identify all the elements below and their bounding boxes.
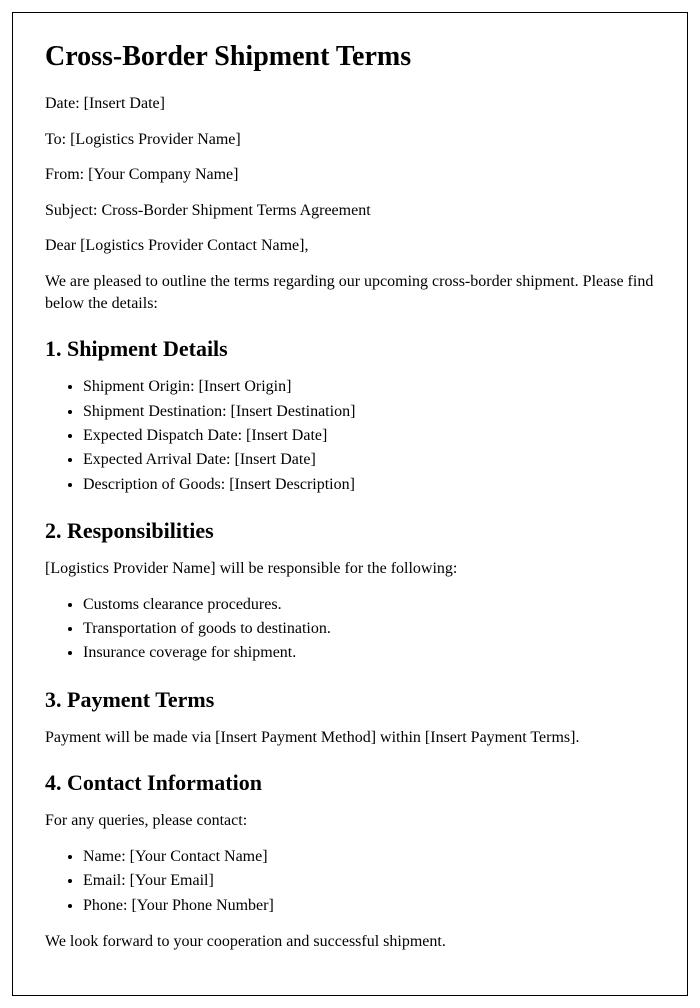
list-item: Transportation of goods to destination. [83, 618, 655, 640]
section3-heading: 3. Payment Terms [45, 687, 655, 713]
document-page: Cross-Border Shipment Terms Date: [Inser… [12, 12, 688, 996]
section2-list: Customs clearance procedures. Transporta… [83, 594, 655, 665]
section3-text: Payment will be made via [Insert Payment… [45, 727, 655, 749]
document-title: Cross-Border Shipment Terms [45, 41, 655, 73]
list-item: Insurance coverage for shipment. [83, 642, 655, 664]
list-item: Customs clearance procedures. [83, 594, 655, 616]
section4-intro: For any queries, please contact: [45, 810, 655, 832]
section4-list: Name: [Your Contact Name] Email: [Your E… [83, 846, 655, 917]
list-item: Expected Arrival Date: [Insert Date] [83, 449, 655, 471]
date-line: Date: [Insert Date] [45, 93, 655, 115]
list-item: Expected Dispatch Date: [Insert Date] [83, 425, 655, 447]
section1-list: Shipment Origin: [Insert Origin] Shipmen… [83, 376, 655, 496]
closing-paragraph: We look forward to your cooperation and … [45, 931, 655, 953]
from-line: From: [Your Company Name] [45, 164, 655, 186]
to-line: To: [Logistics Provider Name] [45, 129, 655, 151]
salutation: Dear [Logistics Provider Contact Name], [45, 235, 655, 257]
intro-paragraph: We are pleased to outline the terms rega… [45, 271, 655, 314]
section2-heading: 2. Responsibilities [45, 518, 655, 544]
list-item: Shipment Destination: [Insert Destinatio… [83, 401, 655, 423]
list-item: Description of Goods: [Insert Descriptio… [83, 474, 655, 496]
section4-heading: 4. Contact Information [45, 770, 655, 796]
section1-heading: 1. Shipment Details [45, 336, 655, 362]
list-item: Email: [Your Email] [83, 870, 655, 892]
list-item: Name: [Your Contact Name] [83, 846, 655, 868]
list-item: Shipment Origin: [Insert Origin] [83, 376, 655, 398]
section2-intro: [Logistics Provider Name] will be respon… [45, 558, 655, 580]
subject-line: Subject: Cross-Border Shipment Terms Agr… [45, 200, 655, 222]
list-item: Phone: [Your Phone Number] [83, 895, 655, 917]
